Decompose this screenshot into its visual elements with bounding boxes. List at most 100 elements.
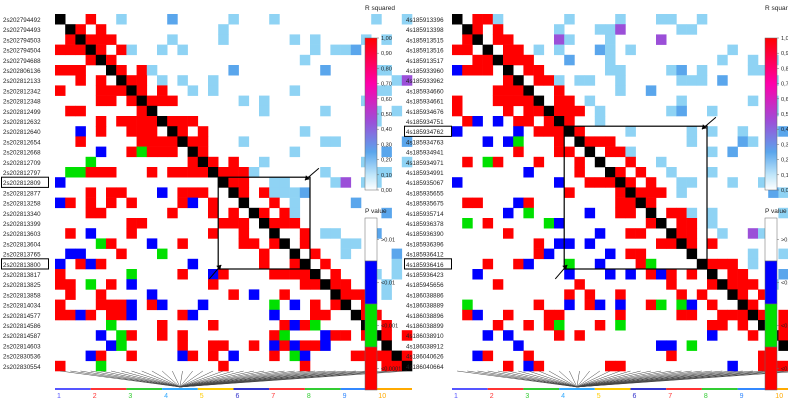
ld-cell [269, 299, 280, 311]
ld-cell [218, 34, 229, 45]
ld-cell [228, 177, 239, 188]
ld-cell [707, 258, 718, 270]
snp-label: 2s202812640 [3, 129, 41, 136]
r2-tick-label: 0,30 [781, 142, 788, 148]
ld-cell [462, 197, 473, 209]
snp-label: 4s185935675 [406, 201, 444, 208]
region-number: 7 [271, 393, 275, 400]
highlighted-snp-box [404, 125, 452, 137]
ld-cell [584, 177, 596, 188]
ld-cell [75, 258, 86, 270]
diagonal-cell [554, 116, 565, 127]
ld-cell [554, 238, 565, 249]
r2-tick-label: 0,60 [381, 97, 392, 103]
diagonal-cell [594, 156, 606, 168]
ld-cell [75, 309, 86, 321]
ld-cell [289, 218, 301, 229]
ld-cell [75, 44, 86, 56]
ld-cell [452, 95, 463, 107]
diagonal-cell [299, 258, 311, 270]
r2-tick-label: 0,20 [381, 158, 392, 164]
ld-cell [554, 24, 565, 35]
ld-cell [452, 177, 463, 188]
ld-cell [676, 299, 687, 311]
ld-cell [778, 330, 788, 341]
diagonal-cell [666, 228, 677, 239]
region-segment [666, 388, 702, 390]
ld-cell [747, 65, 759, 76]
ld-cell [492, 34, 504, 45]
ld-cell [676, 218, 687, 229]
ld-cell [645, 177, 657, 188]
ld-cell [320, 167, 331, 178]
ld-cell [330, 228, 341, 239]
p-color-segment [364, 217, 378, 262]
ld-cell [177, 269, 188, 280]
ld-cell [340, 177, 352, 188]
ld-cell [85, 14, 97, 25]
ld-cell [391, 105, 403, 117]
ld-cell [758, 65, 769, 76]
ld-cell [381, 289, 392, 300]
region-number: 10 [775, 393, 783, 400]
r2-tick-label: 0,00 [781, 188, 788, 194]
ld-cell [605, 54, 616, 66]
ld-cell [320, 340, 331, 351]
ld-cell [289, 197, 301, 209]
region-number: 4 [164, 393, 168, 400]
ld-cell [686, 309, 698, 321]
ld-cell [269, 309, 280, 321]
r2-tick-label: 0,40 [781, 127, 788, 133]
ld-cell [594, 44, 606, 56]
ld-cell [350, 197, 362, 209]
ld-cell [55, 309, 66, 321]
ld-cell [503, 85, 514, 96]
ld-cell [462, 44, 473, 56]
ld-cell [330, 177, 341, 188]
ld-cell [259, 156, 270, 168]
r2-tick-label: 0,30 [381, 142, 392, 148]
ld-cell [65, 34, 76, 45]
ld-cell [645, 85, 657, 96]
snp-label: 4s185945656 [406, 282, 444, 289]
diagonal-cell [533, 95, 545, 107]
ld-cell [146, 136, 158, 147]
ld-cell [350, 350, 362, 362]
ld-cell [350, 44, 362, 56]
ld-cell [157, 299, 168, 311]
ld-cell [289, 258, 301, 270]
ld-cell [554, 44, 565, 56]
ld-cell [492, 279, 504, 290]
ld-cell [289, 350, 301, 362]
region-number: 1 [454, 393, 458, 400]
ld-cell [238, 177, 250, 188]
ld-cell [574, 156, 585, 168]
snp-label: 2s202812709 [3, 160, 41, 167]
ld-cell [666, 238, 677, 249]
diagonal-cell [279, 238, 290, 249]
ld-cell [543, 309, 555, 321]
region-segment [233, 388, 270, 390]
diagonal-cell [564, 126, 575, 137]
snp-label: 4s185936423 [406, 272, 444, 279]
ld-cell [106, 279, 117, 290]
r2-tick-label: 0,50 [781, 112, 788, 118]
ld-cell [676, 177, 687, 188]
ld-cell [65, 228, 76, 239]
ld-cell [177, 350, 188, 362]
ld-cell [482, 136, 494, 147]
ld-cell [747, 136, 759, 147]
ld-cell [564, 258, 575, 270]
region-segment [487, 388, 524, 390]
ld-cell [625, 228, 636, 239]
ld-cell [116, 44, 127, 56]
ld-cell [758, 350, 769, 362]
ld-cell [310, 340, 321, 351]
ld-cell [686, 340, 698, 351]
ld-cell [187, 167, 199, 178]
p-color-segment [364, 260, 378, 305]
diagonal-cell [574, 136, 585, 147]
ld-cell [187, 197, 199, 209]
ld-cell [452, 126, 463, 137]
ld-cell [157, 44, 168, 56]
